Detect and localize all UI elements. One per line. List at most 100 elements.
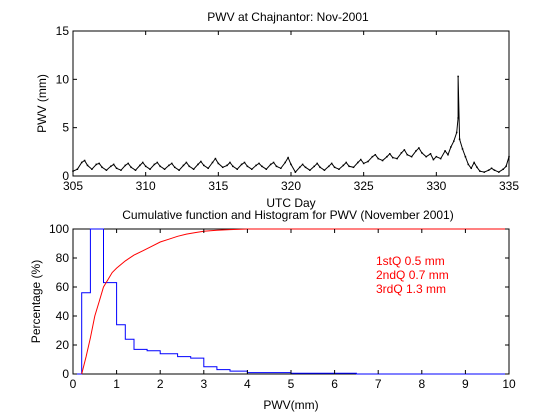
pwv-data-point [255,164,257,167]
pwv-data-point [352,166,355,169]
x-tick-label: 330 [426,179,446,193]
pwv-data-point [406,153,409,156]
pwv-data-point [316,162,318,165]
pwv-data-point [415,150,417,152]
pwv-data-point [450,146,452,148]
quartile-annotation-2: 2ndQ 0.7 mm [376,268,449,282]
pwv-data-point [127,162,129,165]
pwv-data-point [483,171,486,173]
pwv-data-point [203,164,205,167]
pwv-data-point [435,155,438,158]
pwv-data-point [301,163,304,166]
pwv-data-point [487,169,490,171]
x-tick-label: 3 [200,377,207,391]
bottom-plot-area [72,228,510,375]
cumulative-line [81,228,509,375]
y-tick-label: 0 [62,367,69,381]
pwv-data-point [490,167,493,170]
x-tick-label: 315 [208,179,228,193]
pwv-data-point [76,168,79,170]
x-tick-label: 2 [157,377,164,391]
top-chart-title: PWV at Chajnantor: Nov-2001 [207,10,369,24]
pwv-data-point [149,168,151,170]
pwv-data-point [457,117,459,119]
pwv-data-point [112,163,115,166]
pwv-data-point [429,153,432,155]
pwv-data-point [207,167,209,170]
x-tick-label: 320 [281,179,301,193]
top-y-axis-label: PWV (mm) [35,74,49,133]
x-tick-label: 10 [502,377,516,391]
pwv-data-point [105,169,108,171]
x-tick-label: 8 [418,377,425,391]
pwv-data-point [226,164,228,167]
pwv-data-point [214,157,217,160]
pwv-data-point [294,171,297,173]
pwv-data-point [425,155,427,158]
top-data-points [72,75,510,173]
pwv-data-point [502,168,504,170]
pwv-data-point [338,168,340,170]
pwv-data-point [476,166,478,169]
x-tick-label: 4 [244,377,251,391]
y-tick-label: 5 [62,121,69,135]
pwv-data-point [508,155,510,158]
x-tick-label: 5 [288,377,295,391]
pwv-data-point [333,166,336,169]
x-tick-label: 1 [113,377,120,391]
pwv-data-point [246,165,249,168]
pwv-data-point [168,164,170,167]
pwv-data-point [243,161,246,164]
pwv-data-point [470,167,472,170]
pwv-data-point [171,162,173,165]
pwv-data-point [80,161,83,164]
pwv-data-point [367,160,369,163]
pwv-data-point [95,163,98,166]
pwv-data-point [83,159,86,162]
pwv-timeseries-chart: PWV at Chajnantor: Nov-2001 305 310 315 320… [35,10,519,210]
pwv-data-point [348,165,350,168]
top-plot-area [72,30,510,177]
pwv-data-point [505,165,507,168]
pwv-data-point [498,171,500,173]
pwv-data-point [72,170,74,172]
pwv-data-point [362,162,365,165]
pwv-data-point [432,158,435,161]
pwv-data-point [464,155,467,158]
pwv-data-point [91,168,93,170]
pwv-data-point [473,161,475,164]
pwv-data-point [275,165,278,168]
pwv-data-point [309,169,311,171]
top-x-axis-label: UTC Day [266,196,315,210]
y-tick-label: 15 [56,24,70,38]
pwv-data-point [192,168,195,170]
pwv-data-point [221,166,224,169]
pwv-data-point [101,166,103,169]
pwv-data-point [493,169,496,171]
x-tick-label: 325 [354,179,374,193]
pwv-data-point [457,75,459,78]
pwv-data-point [217,162,220,165]
x-tick-label: 9 [462,377,469,391]
quartile-annotation-1: 1stQ 0.5 mm [376,254,445,268]
pwv-data-point [330,162,333,165]
pwv-data-point [377,157,379,160]
pwv-data-point [86,164,89,167]
pwv-data-point [240,163,243,166]
pwv-data-point [374,153,377,156]
pwv-data-point [115,167,118,170]
top-axis-ticks: 305 310 315 320 325 330 335 0 5 10 15 [56,24,520,193]
x-tick-label: 6 [331,377,338,391]
pwv-data-point [313,165,316,168]
pwv-data-point [342,164,345,167]
pwv-data-point [290,163,292,166]
pwv-data-point [182,164,185,167]
pwv-data-point [280,167,282,170]
pwv-data-point [272,161,275,164]
pwv-data-point [211,161,214,164]
pwv-data-point [153,163,156,166]
pwv-data-point [439,157,442,160]
pwv-data-point [98,162,100,165]
